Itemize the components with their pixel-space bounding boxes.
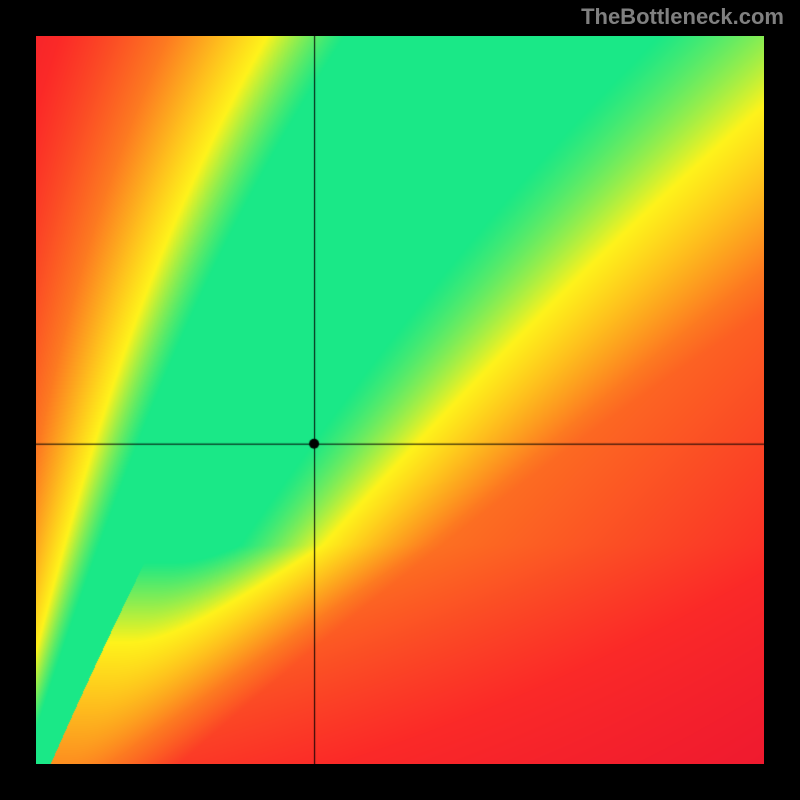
heatmap-canvas	[36, 36, 764, 764]
plot-area	[36, 36, 764, 764]
chart-container: TheBottleneck.com	[0, 0, 800, 800]
watermark-text: TheBottleneck.com	[581, 4, 784, 30]
